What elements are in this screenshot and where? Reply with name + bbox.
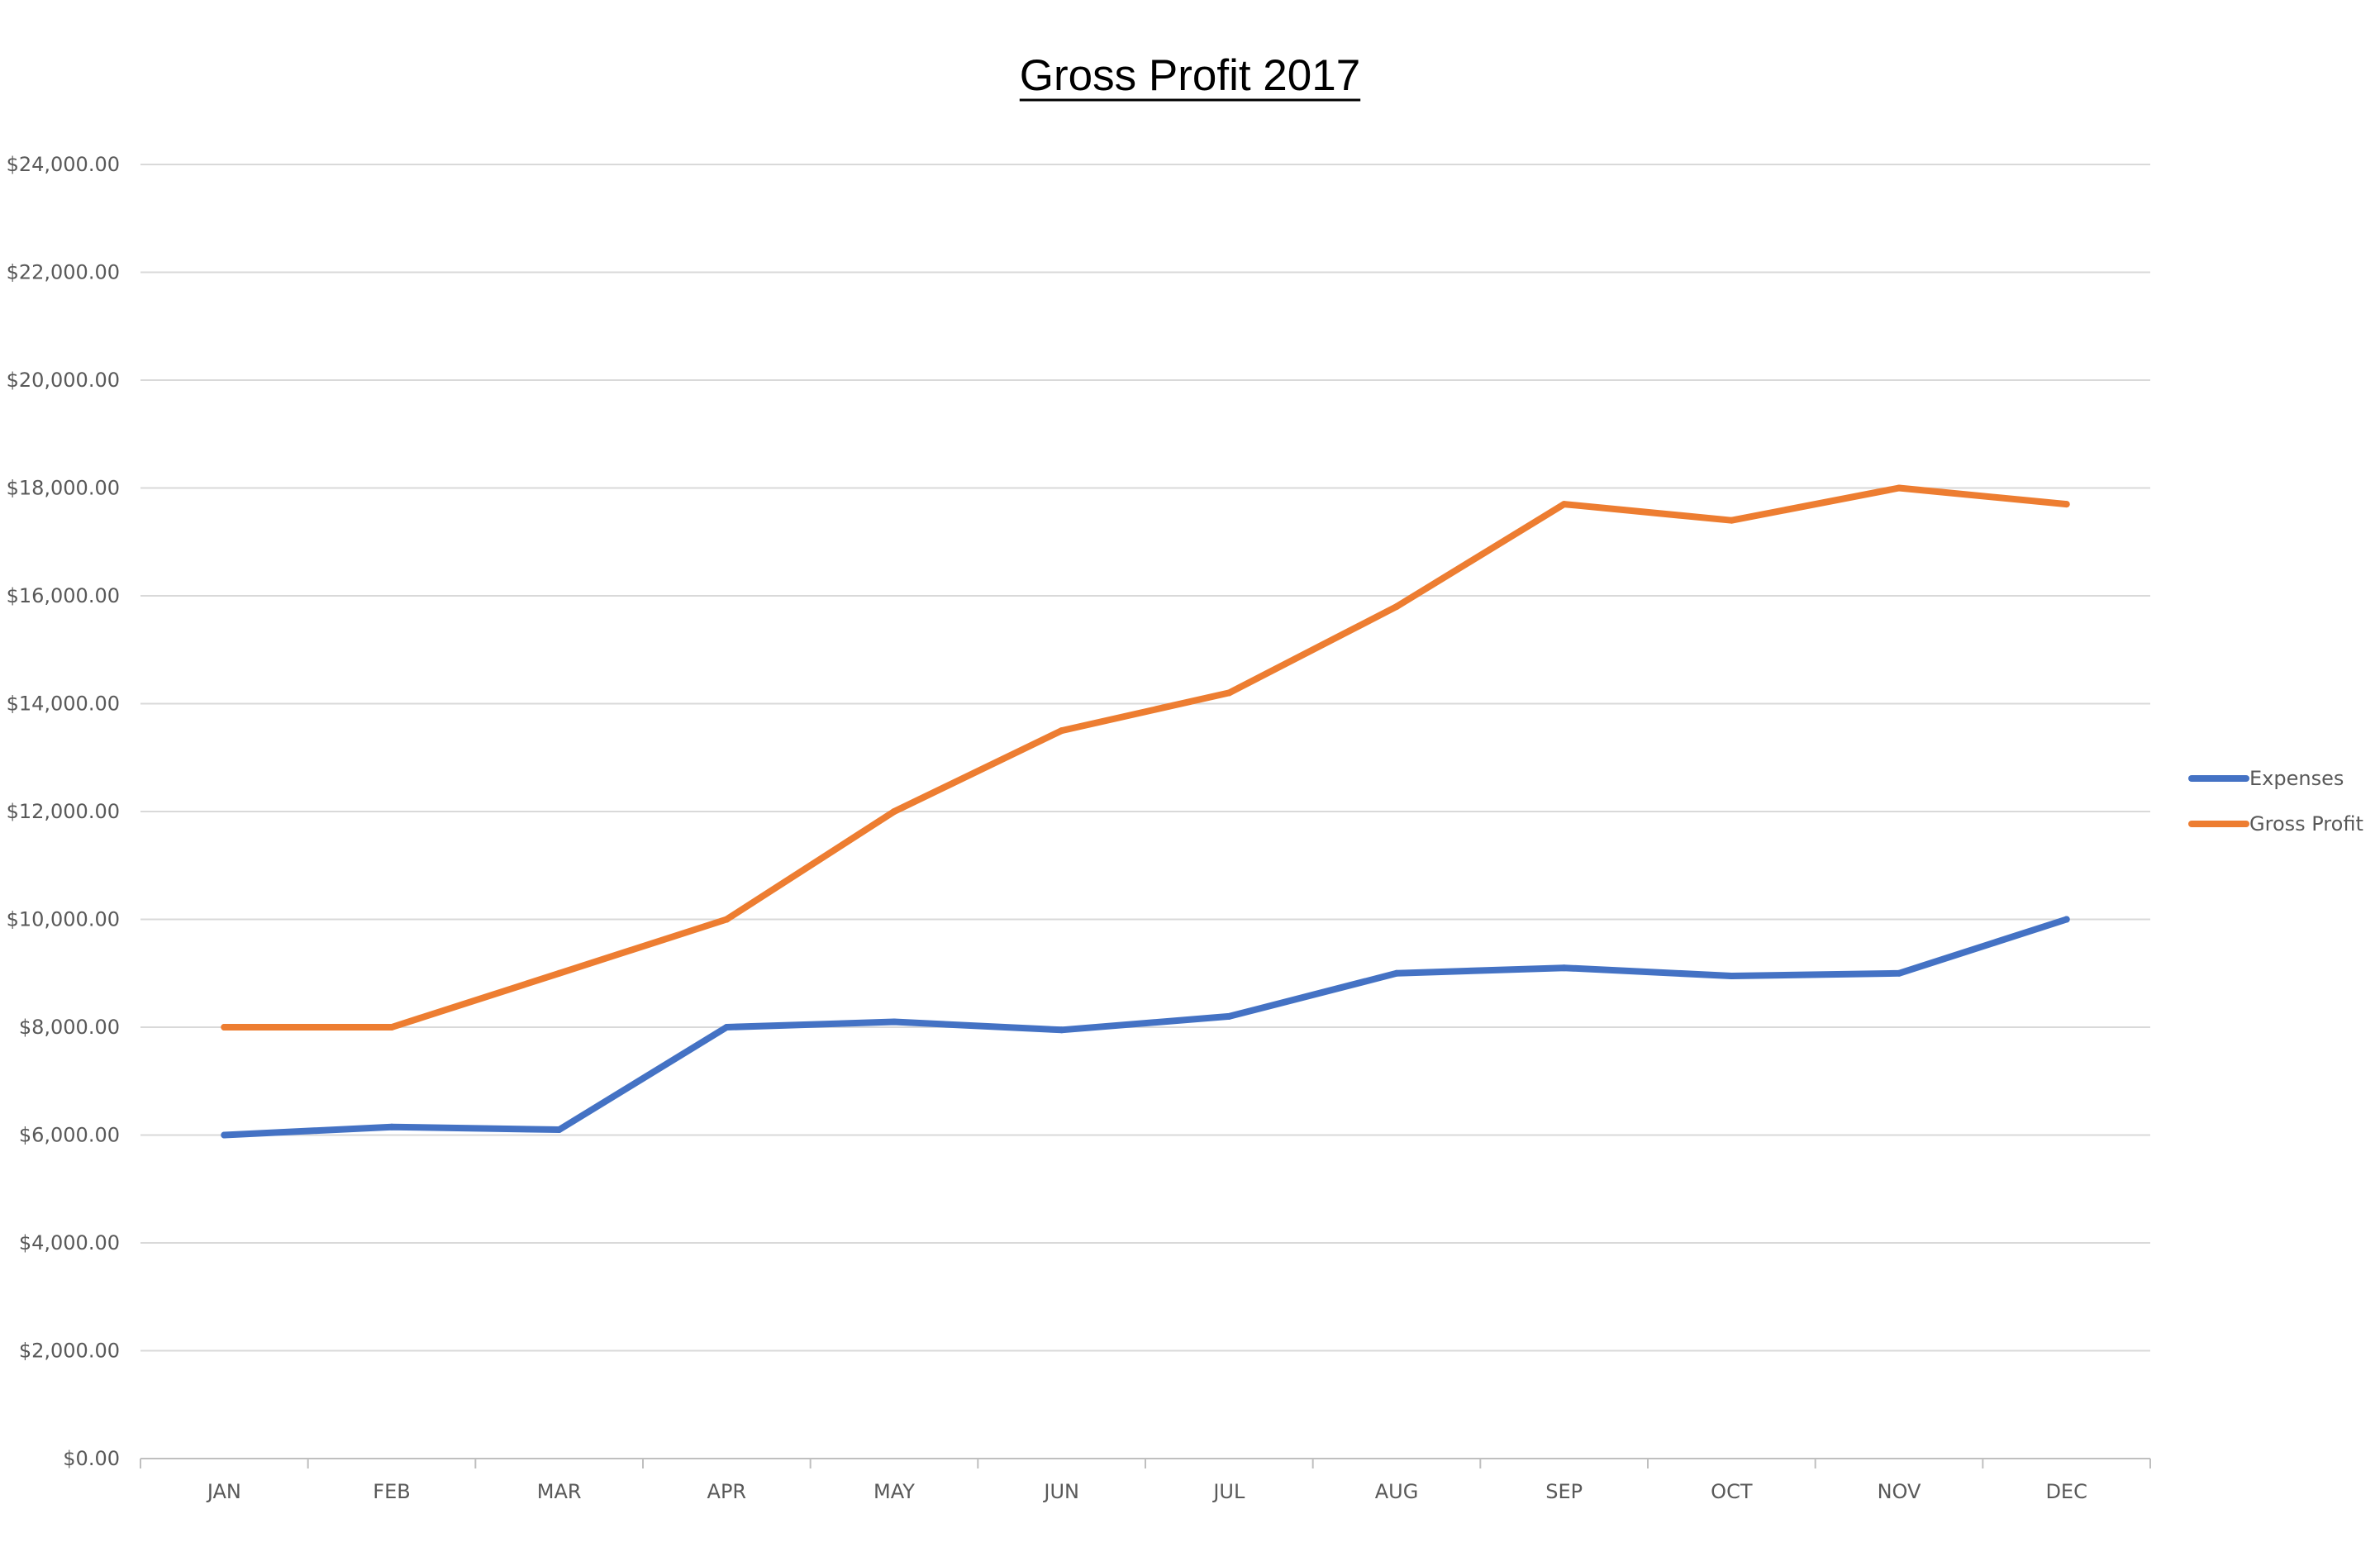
data-point-gross-profit [2063, 501, 2070, 508]
x-tick-label: MAR [537, 1480, 582, 1503]
x-tick-label: AUG [1375, 1480, 1419, 1503]
data-point-gross-profit [1058, 727, 1065, 735]
legend-label: Expenses [2249, 767, 2344, 790]
x-tick-label: DEC [2045, 1480, 2087, 1503]
x-tick-label: MAY [873, 1480, 915, 1503]
y-axis-tick-labels: $0.00 $2,000.00 $4,000.00 $6,000.00 $8,000.0… [7, 153, 120, 1470]
legend-label: Gross Profit [2249, 812, 2363, 835]
data-point-expenses [1560, 964, 1568, 972]
legend-item-expenses: Expenses [2188, 767, 2344, 790]
series-line-gross-profit [221, 484, 2070, 1031]
data-point-gross-profit [723, 916, 731, 923]
legend-item-gross-profit: Gross Profit [2188, 812, 2363, 835]
data-series [221, 484, 2070, 1139]
series-line-expenses [221, 916, 2070, 1139]
data-point-gross-profit [891, 808, 897, 815]
y-tick-label: $20,000.00 [7, 369, 120, 392]
data-point-expenses [891, 1018, 897, 1026]
y-tick-label: $18,000.00 [7, 477, 120, 500]
data-point-gross-profit [1560, 501, 1568, 508]
x-tick-label: NOV [1878, 1480, 1921, 1503]
data-point-gross-profit [1896, 484, 1902, 492]
x-tick-label: FEB [373, 1480, 410, 1503]
data-point-gross-profit [388, 1024, 395, 1031]
y-tick-label: $6,000.00 [19, 1124, 120, 1147]
y-tick-label: $4,000.00 [19, 1231, 120, 1254]
x-tick-label: JUL [1211, 1480, 1245, 1503]
x-axis-tick-labels: JAN FEB MAR APR MAY JUN JUL AUG SEP OCT NOV DEC [206, 1480, 2087, 1503]
series-gross-profit [221, 484, 2070, 1031]
legend: Expenses Gross Profit [2188, 767, 2363, 835]
data-point-expenses [555, 1126, 563, 1133]
y-tick-label: $24,000.00 [7, 153, 120, 176]
data-point-expenses [1226, 1012, 1233, 1020]
y-tick-label: $10,000.00 [7, 908, 120, 931]
data-point-expenses [388, 1123, 395, 1130]
x-axis [140, 1458, 2151, 1468]
data-point-expenses [2063, 916, 2070, 923]
y-tick-label: $0.00 [63, 1447, 120, 1470]
data-point-expenses [221, 1131, 228, 1139]
x-tick-label: APR [707, 1480, 747, 1503]
y-tick-label: $22,000.00 [7, 261, 120, 284]
y-tick-label: $12,000.00 [7, 800, 120, 823]
x-tick-label: SEP [1545, 1480, 1583, 1503]
data-point-gross-profit [555, 969, 563, 977]
data-point-expenses [1896, 969, 1902, 977]
gridlines [140, 164, 2150, 1352]
data-point-gross-profit [1393, 603, 1400, 611]
series-expenses [221, 916, 2070, 1139]
y-tick-label: $2,000.00 [19, 1340, 120, 1363]
x-tick-label: JAN [206, 1480, 241, 1503]
data-point-expenses [723, 1024, 731, 1031]
chart-title: Gross Profit 2017 [1020, 51, 1360, 100]
y-tick-label: $14,000.00 [7, 693, 120, 716]
y-tick-label: $8,000.00 [19, 1016, 120, 1039]
y-tick-label: $16,000.00 [7, 584, 120, 607]
data-point-gross-profit [1226, 689, 1233, 697]
data-point-expenses [1058, 1026, 1065, 1034]
x-tick-label: JUN [1042, 1480, 1079, 1503]
data-point-gross-profit [1728, 516, 1735, 524]
x-tick-label: OCT [1711, 1480, 1753, 1503]
data-point-expenses [1393, 969, 1400, 977]
data-point-expenses [1728, 973, 1735, 980]
data-point-gross-profit [221, 1024, 228, 1031]
